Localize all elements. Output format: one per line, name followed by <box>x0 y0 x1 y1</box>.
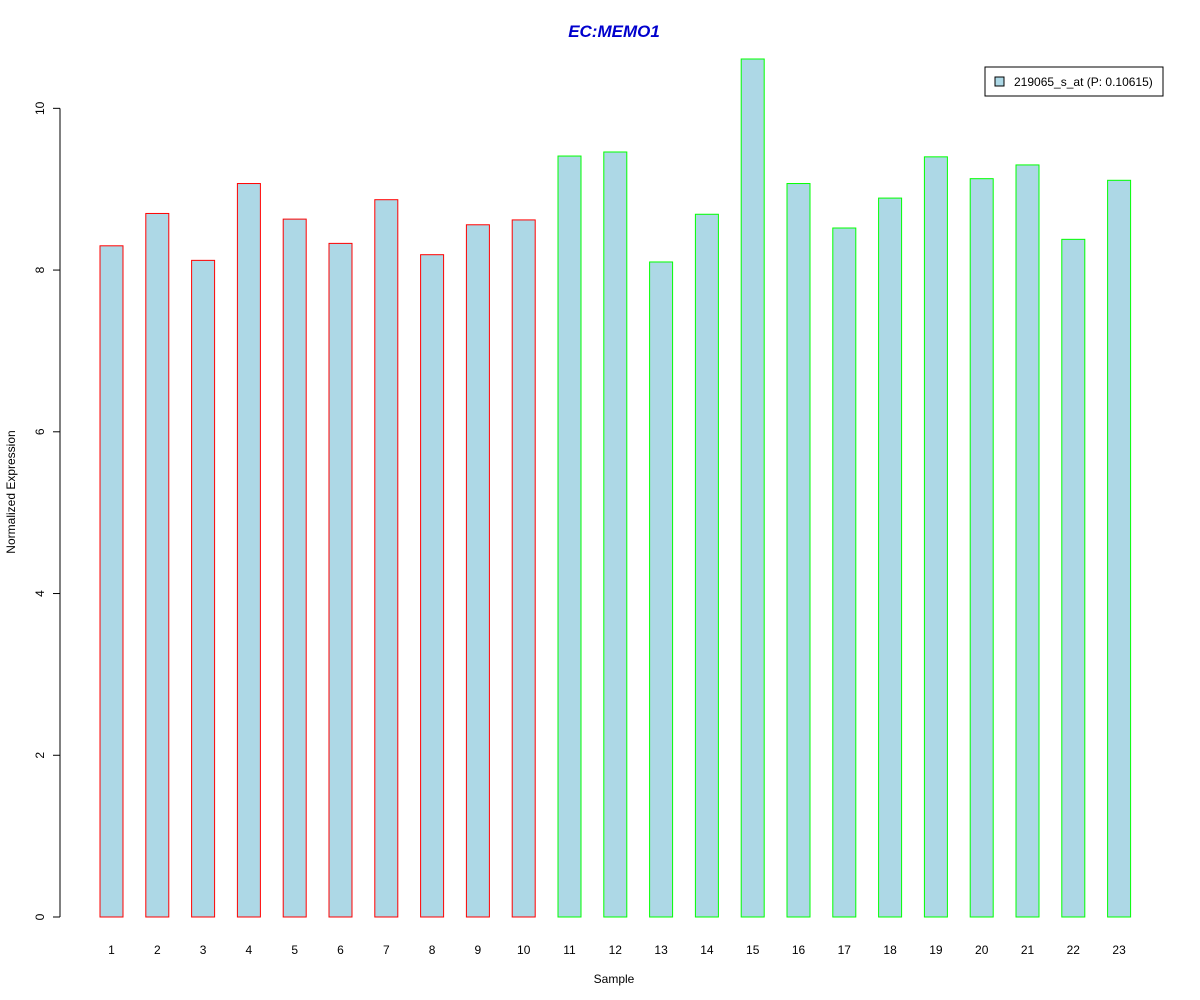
x-tick-label: 10 <box>517 943 531 957</box>
bar <box>603 151 628 918</box>
bar <box>1061 238 1086 918</box>
bar <box>511 219 536 918</box>
legend-swatch <box>994 76 1005 87</box>
x-tick-label: 12 <box>609 943 623 957</box>
x-tick-label: 19 <box>929 943 943 957</box>
x-axis-label: Sample <box>594 972 635 986</box>
x-tick-label: 15 <box>746 943 760 957</box>
bar <box>832 227 857 918</box>
x-tick-label: 3 <box>200 943 207 957</box>
bar <box>649 261 674 918</box>
y-tick-label: 0 <box>33 913 47 920</box>
bar <box>145 212 170 918</box>
x-tick-label: 6 <box>337 943 344 957</box>
bar <box>1015 164 1040 918</box>
bar <box>694 213 719 918</box>
bar <box>191 259 216 918</box>
legend: 219065_s_at (P: 0.10615) <box>984 66 1164 97</box>
x-tick-label: 14 <box>700 943 714 957</box>
x-tick-label: 8 <box>429 943 436 957</box>
bar <box>923 156 948 918</box>
bar <box>740 58 765 918</box>
x-tick-label: 9 <box>475 943 482 957</box>
bars-group <box>99 58 1132 918</box>
y-tick-label: 10 <box>33 101 47 115</box>
legend-entry-label: 219065_s_at (P: 0.10615) <box>1014 75 1153 89</box>
bar <box>99 245 124 918</box>
x-tick-label: 20 <box>975 943 989 957</box>
bar <box>1107 179 1132 918</box>
x-tick-label: 13 <box>654 943 668 957</box>
bar <box>374 199 399 918</box>
bar <box>328 242 353 918</box>
bar <box>465 224 490 918</box>
legend-box <box>984 66 1164 97</box>
y-tick-label: 6 <box>33 428 47 435</box>
bar <box>786 183 811 918</box>
y-tick-label: 4 <box>33 590 47 597</box>
x-tick-label: 16 <box>792 943 806 957</box>
x-tick-label: 2 <box>154 943 161 957</box>
x-tick-label: 21 <box>1021 943 1035 957</box>
x-tick-label: 18 <box>883 943 897 957</box>
x-tick-label: 4 <box>246 943 253 957</box>
x-tick-label: 5 <box>291 943 298 957</box>
x-tick-label: 17 <box>838 943 852 957</box>
x-tick-label: 22 <box>1067 943 1081 957</box>
x-tick-label: 23 <box>1112 943 1126 957</box>
bar <box>420 254 445 918</box>
y-tick-label: 2 <box>33 752 47 759</box>
bar <box>557 155 582 918</box>
y-axis: 0 2 4 6 8 10 <box>33 101 61 920</box>
y-tick-label: 8 <box>33 266 47 273</box>
bar <box>282 218 307 918</box>
x-tick-label: 11 <box>563 943 576 957</box>
x-tick-label: 1 <box>108 943 115 957</box>
chart-title: EC:MEMO1 <box>568 22 660 41</box>
x-tick-label: 7 <box>383 943 390 957</box>
x-tick-labels: 1 2 3 4 5 6 7 8 9 10 11 12 13 14 15 16 17 18 19 20 21 22 23 <box>108 943 1126 957</box>
y-axis-label: Normalized Expression <box>4 430 18 553</box>
bar <box>969 178 994 918</box>
bar <box>236 183 261 918</box>
bar <box>878 197 903 918</box>
